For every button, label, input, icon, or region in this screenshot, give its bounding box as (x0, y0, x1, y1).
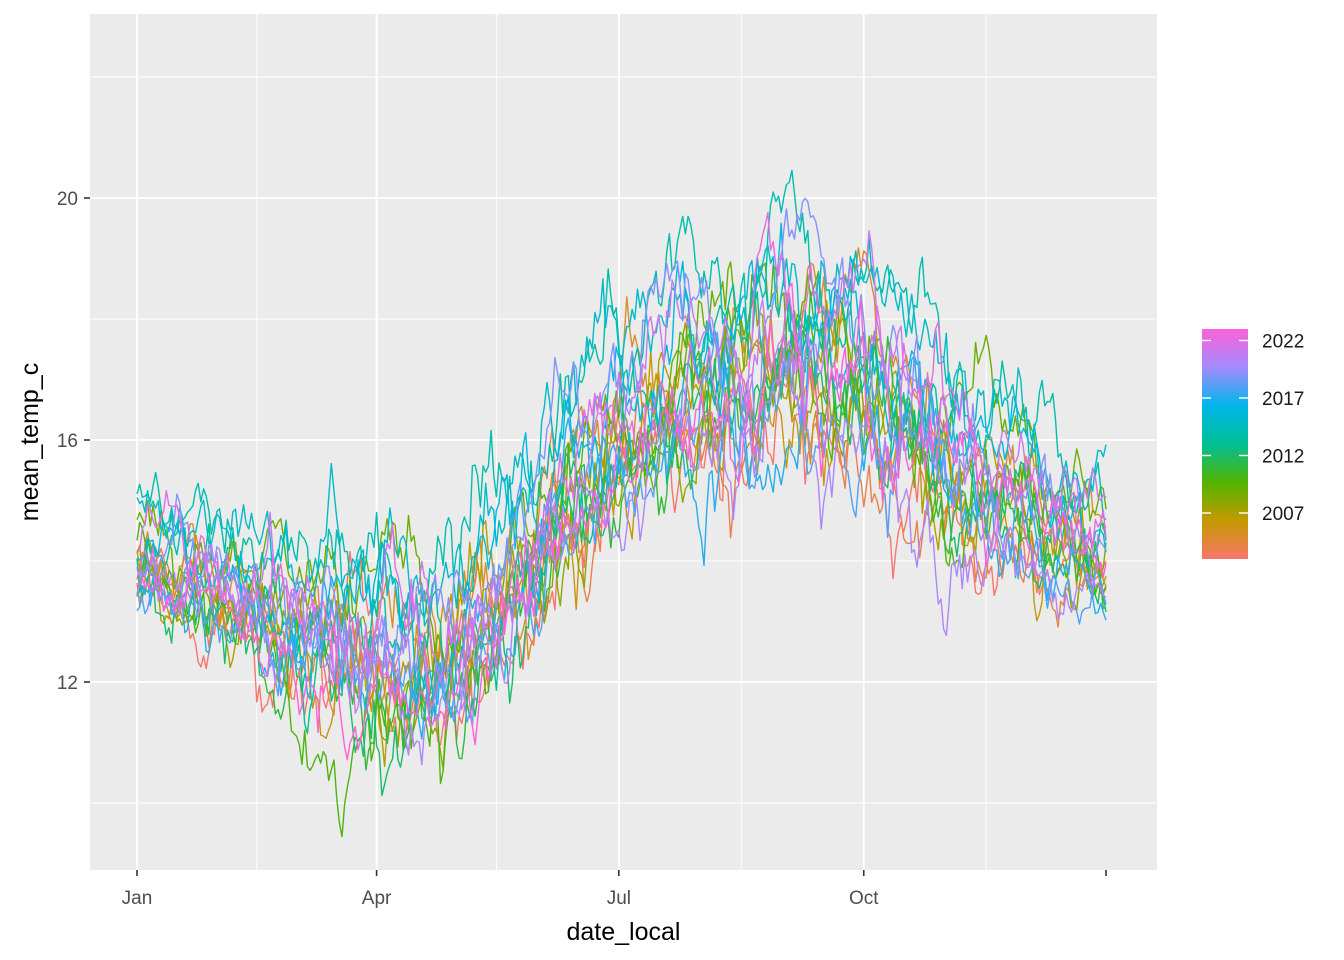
legend-colorbar: 2022 2017 2012 2007 (1202, 329, 1304, 559)
legend-label: 2012 (1262, 447, 1304, 468)
series-line-2023 (137, 282, 1107, 761)
colorbar-ticks: 2022 2017 2012 2007 (1202, 332, 1304, 525)
y-tick-label: 16 (57, 431, 78, 452)
series-line-2016 (136, 222, 1107, 721)
minor-gridlines (90, 14, 1157, 870)
y-axis-title: mean_temp_c (16, 363, 44, 521)
legend-label: 2022 (1262, 332, 1304, 353)
x-axis-title: date_local (567, 918, 681, 946)
y-tick-label: 12 (57, 673, 78, 694)
x-tick-label: Apr (362, 888, 392, 909)
x-tick-label: Jan (122, 888, 153, 909)
x-tick-label: Oct (849, 888, 879, 909)
colorbar (1202, 329, 1248, 559)
series-line-2018 (136, 331, 1107, 727)
y-tick-label: 20 (57, 189, 78, 210)
legend-label: 2007 (1262, 504, 1304, 525)
x-tick-label: Jul (607, 888, 631, 909)
series-line-2014 (136, 169, 1107, 627)
series-line-2012 (136, 300, 1107, 797)
series-line-2022 (136, 211, 1107, 706)
series-line-2019 (136, 197, 1107, 694)
x-axis: Jan Apr Jul Oct (122, 870, 1107, 909)
y-axis: 12 16 20 (57, 189, 90, 694)
series-lines (136, 169, 1107, 838)
legend-label: 2017 (1262, 389, 1304, 410)
